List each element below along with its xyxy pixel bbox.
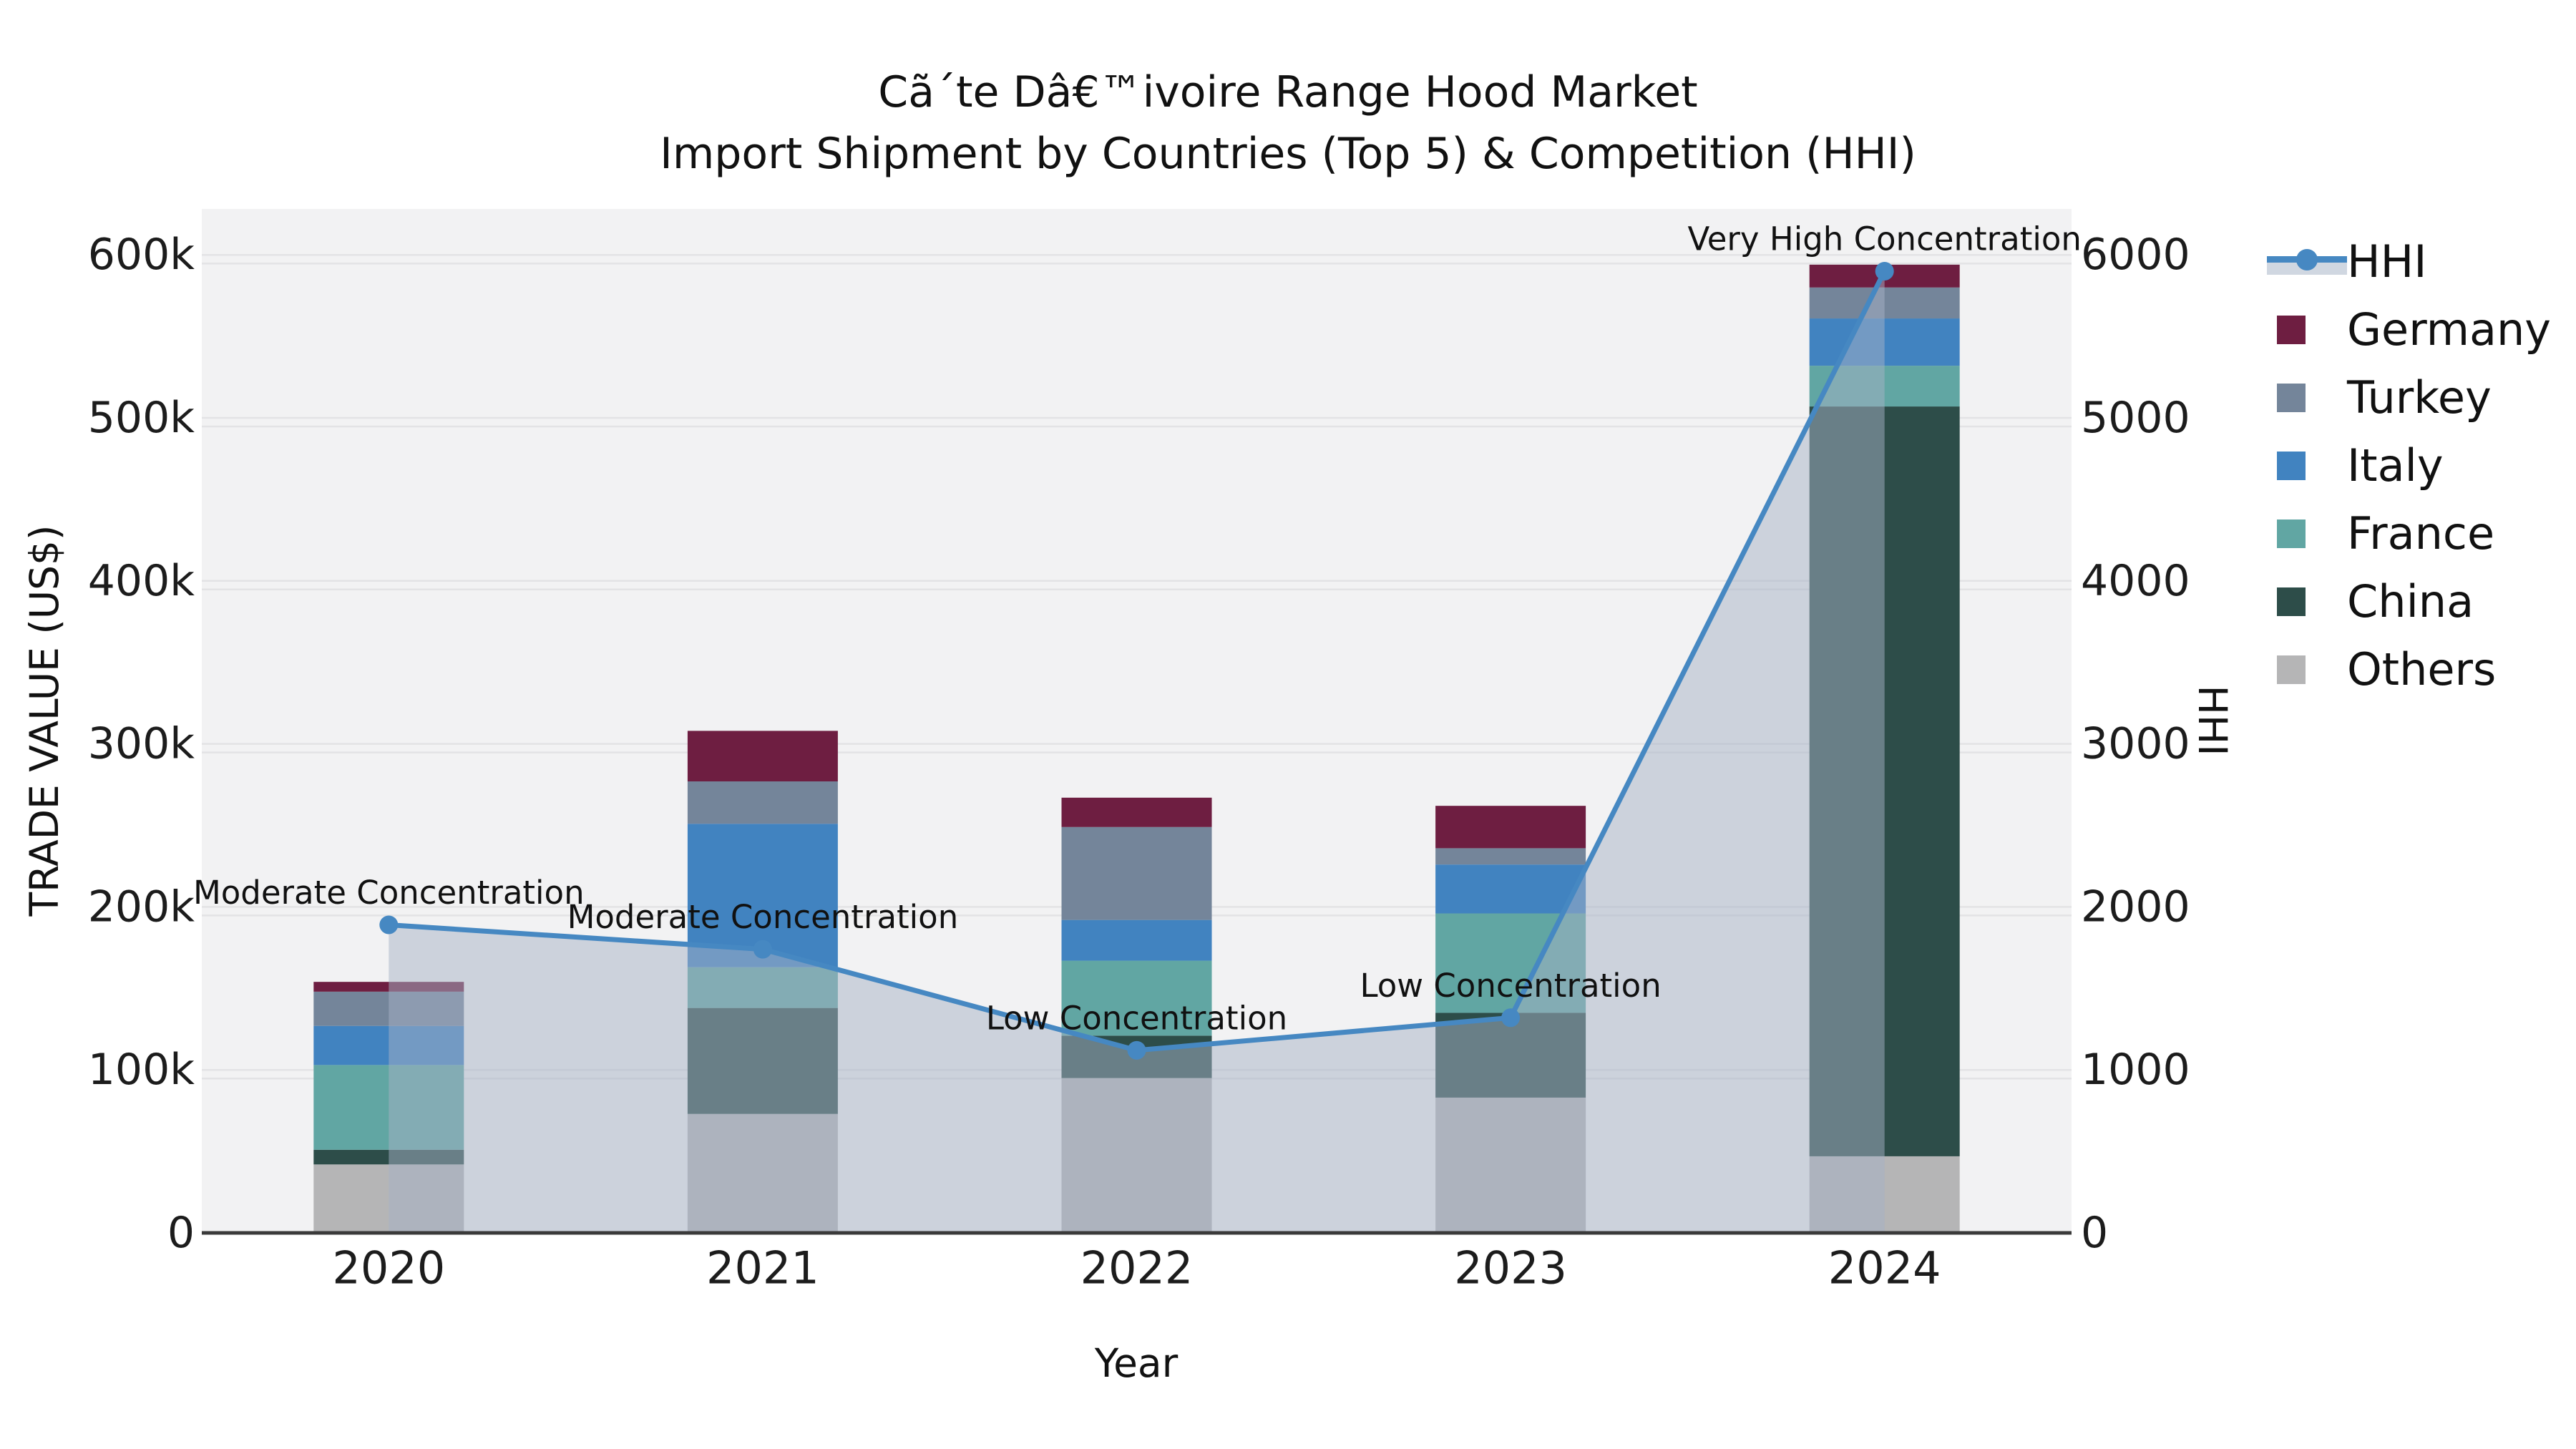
legend-label: Others xyxy=(2347,643,2497,696)
y-tick-label-left: 200k xyxy=(88,882,195,932)
legend-label: Italy xyxy=(2347,439,2444,492)
hhi-marker-2022[interactable] xyxy=(1127,1040,1146,1060)
y-tick-label-left: 500k xyxy=(88,393,195,443)
x-axis-title: Year xyxy=(1094,1340,1179,1386)
chart-title: Cã´te Dâ€™ivoire Range Hood Market xyxy=(878,67,1698,117)
y-tick-label-right: 1000 xyxy=(2081,1045,2190,1095)
annotation: Moderate Concentration xyxy=(567,898,959,936)
legend-item-turkey[interactable]: Turkey xyxy=(2267,364,2551,431)
legend-label: Germany xyxy=(2347,303,2551,356)
bar-segment-italy-2022[interactable] xyxy=(1061,919,1212,961)
legend-swatch-others xyxy=(2277,655,2306,684)
bar-segment-germany-2022[interactable] xyxy=(1061,797,1212,827)
legend-item-germany[interactable]: Germany xyxy=(2267,296,2551,364)
y-tick-label-right: 0 xyxy=(2081,1208,2108,1258)
x-tick-label: 2022 xyxy=(1080,1242,1194,1294)
legend-item-china[interactable]: China xyxy=(2267,567,2551,635)
legend-swatch-france xyxy=(2277,519,2306,548)
bar-segment-turkey-2022[interactable] xyxy=(1061,826,1212,920)
annotation: Low Concentration xyxy=(986,999,1287,1037)
hhi-marker-2020[interactable] xyxy=(379,915,399,935)
y-tick-label-right: 4000 xyxy=(2081,556,2190,606)
legend-label: China xyxy=(2347,575,2474,628)
x-tick-label: 2024 xyxy=(1828,1242,1941,1294)
annotation: Very High Concentration xyxy=(1687,220,2081,258)
x-tick-label: 2023 xyxy=(1454,1242,1567,1294)
y-axis-title-left: TRADE VALUE (US$) xyxy=(21,525,67,917)
y-tick-label-left: 100k xyxy=(88,1045,195,1095)
bar-segment-germany-2021[interactable] xyxy=(687,731,838,781)
y-tick-label-left: 600k xyxy=(88,230,195,280)
y-tick-label-right: 2000 xyxy=(2081,882,2190,932)
legend-swatch-china xyxy=(2277,587,2306,616)
bar-segment-turkey-2023[interactable] xyxy=(1435,848,1586,865)
legend-swatch-italy xyxy=(2277,451,2306,480)
y-tick-label-right: 6000 xyxy=(2081,230,2190,280)
hhi-marker-2024[interactable] xyxy=(1875,261,1894,280)
y-tick-label-left: 0 xyxy=(167,1208,195,1258)
annotation: Low Concentration xyxy=(1360,967,1661,1005)
hhi-marker-2021[interactable] xyxy=(753,940,772,959)
legend-item-italy[interactable]: Italy xyxy=(2267,431,2551,499)
legend-hhi-line-icon xyxy=(2267,246,2347,278)
legend-item-hhi[interactable]: HHI xyxy=(2267,228,2551,296)
y-tick-label-left: 300k xyxy=(88,719,195,769)
legend-item-others[interactable]: Others xyxy=(2267,635,2551,703)
legend-item-france[interactable]: France xyxy=(2267,499,2551,567)
bar-segment-germany-2023[interactable] xyxy=(1435,806,1586,849)
x-tick-label: 2020 xyxy=(332,1242,445,1294)
bar-segment-turkey-2021[interactable] xyxy=(687,781,838,824)
x-tick-label: 2021 xyxy=(706,1242,819,1294)
bar-segment-italy-2023[interactable] xyxy=(1435,864,1586,914)
hhi-area xyxy=(389,270,1885,1234)
legend-swatch-germany xyxy=(2277,315,2306,344)
y-tick-label-right: 5000 xyxy=(2081,393,2190,443)
legend-swatch-turkey xyxy=(2277,383,2306,412)
legend-label: Turkey xyxy=(2347,371,2492,424)
y-tick-label-right: 3000 xyxy=(2081,719,2190,769)
legend-label: France xyxy=(2347,507,2495,560)
bar-segment-france-2022[interactable] xyxy=(1061,960,1212,1036)
legend: HHI Germany Turkey Italy France China Others xyxy=(2267,228,2551,703)
y-tick-label-left: 400k xyxy=(88,556,195,606)
y-axis-title-right: HHI xyxy=(2190,685,2235,756)
hhi-marker-2023[interactable] xyxy=(1501,1008,1521,1028)
chart-subtitle: Import Shipment by Countries (Top 5) & C… xyxy=(660,129,1916,179)
annotation: Moderate Concentration xyxy=(193,874,585,912)
legend-label: HHI xyxy=(2347,235,2427,288)
